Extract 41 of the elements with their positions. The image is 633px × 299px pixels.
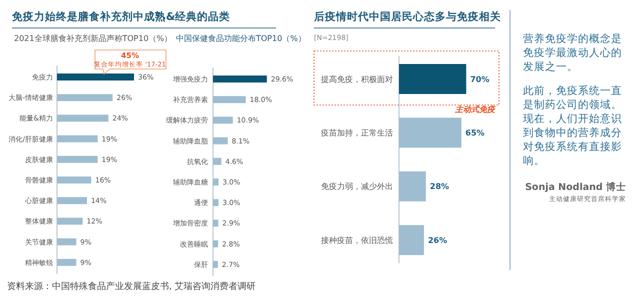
bar bbox=[213, 178, 218, 186]
bar bbox=[57, 156, 98, 163]
text: 此前，免疫系统一直是制药公司的领域。现在，人们开始意识到食物中的营养成分对免疫系统有直接影响。 bbox=[523, 84, 622, 167]
bar bbox=[213, 240, 218, 248]
bar bbox=[57, 176, 92, 184]
bar bbox=[57, 135, 98, 142]
annotation: 主动式免疫 bbox=[454, 104, 497, 114]
bar bbox=[213, 199, 218, 206]
data-label: 28% bbox=[430, 182, 450, 192]
bar bbox=[213, 158, 222, 165]
bar bbox=[213, 260, 218, 268]
data-label: 65% bbox=[465, 128, 485, 138]
y-tick-label: 免疫力弱，减少外出 bbox=[321, 182, 393, 192]
y-tick-label: 提高免疫，积极面对 bbox=[321, 74, 393, 84]
data-label: 70% bbox=[470, 74, 490, 84]
bar bbox=[213, 96, 246, 104]
bar bbox=[213, 116, 233, 124]
chart-title: 中国保健食品功能分布TOP10（%） bbox=[176, 34, 306, 43]
chart-title: 免疫力始终是膳食补充剂中成熟&经典的品类 bbox=[11, 10, 230, 23]
bar bbox=[399, 64, 466, 94]
y-tick-label: 疫苗加持，正常生活 bbox=[321, 128, 393, 138]
bar bbox=[57, 114, 108, 122]
chart-subtitle: 2021全球膳食补充剂新品声称TOP10（%） bbox=[14, 34, 172, 43]
bar bbox=[57, 94, 113, 102]
bar bbox=[399, 118, 462, 148]
chart-title: 后疫情时代中国居民心态多与免疫相关 bbox=[313, 10, 501, 23]
bar bbox=[57, 258, 76, 266]
text: 营养免疫学的概念是免疫学最激动人心的发展之一。 bbox=[523, 32, 622, 73]
bar bbox=[213, 137, 228, 144]
bar bbox=[57, 238, 76, 246]
y-tick-label: 接种疫苗，依旧恐慌 bbox=[321, 236, 393, 245]
data-label: 26% bbox=[428, 236, 448, 245]
bar bbox=[57, 197, 87, 204]
bar bbox=[399, 225, 424, 256]
text: Sonja Nodland 博士 bbox=[525, 181, 626, 193]
bar bbox=[213, 220, 218, 227]
bar bbox=[57, 74, 134, 80]
bar bbox=[57, 218, 83, 225]
bar bbox=[399, 171, 426, 202]
text: 资料来源：中国特殊食品产业发展蓝皮书, 艾瑞咨询消费者调研 bbox=[7, 281, 256, 292]
bar bbox=[213, 76, 267, 82]
